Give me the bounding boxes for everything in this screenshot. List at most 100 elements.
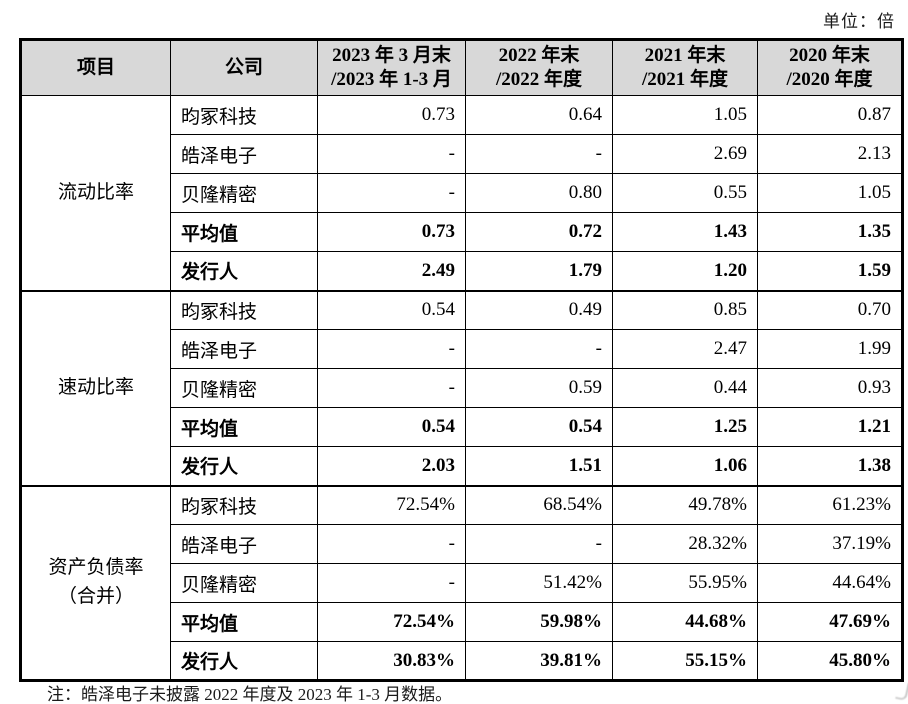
value-cell: 0.59 (465, 368, 613, 408)
value-cell: 0.54 (317, 289, 466, 330)
value-cell: - (317, 563, 466, 603)
value-cell: - (317, 329, 466, 369)
column-header-period-2023: 2023 年 3 月末 /2023 年 1-3 月 (317, 39, 466, 96)
value-cell: 0.64 (465, 95, 613, 135)
value-cell: 1.99 (757, 329, 903, 369)
value-cell: 51.42% (465, 563, 613, 603)
value-cell: 1.38 (757, 446, 903, 486)
column-header-period-2021: 2021 年末 /2021 年度 (612, 39, 758, 96)
value-cell: - (317, 173, 466, 213)
table-row: 贝隆精密 -51.42% 55.95% 44.64% (21, 563, 903, 603)
company-cell: 皓泽电子 (170, 134, 318, 174)
value-cell: 1.59 (757, 251, 903, 291)
company-cell: 贝隆精密 (170, 563, 318, 603)
value-cell: 0.87 (757, 95, 903, 135)
value-cell: 0.49 (465, 289, 613, 330)
value-cell: 44.68% (612, 602, 758, 642)
value-cell: 0.73 (317, 212, 466, 252)
value-cell: 68.54% (465, 484, 613, 525)
company-cell: 贝隆精密 (170, 368, 318, 408)
value-cell: 1.35 (757, 212, 903, 252)
value-cell: 1.43 (612, 212, 758, 252)
value-cell: 0.80 (465, 173, 613, 213)
value-cell: 2.69 (612, 134, 758, 174)
value-cell: 1.20 (612, 251, 758, 291)
company-cell: 皓泽电子 (170, 329, 318, 369)
value-cell: 72.54% (317, 602, 466, 642)
item-cell: 流动比率 (20, 95, 171, 291)
value-cell: 0.85 (612, 289, 758, 330)
company-cell: 昀冢科技 (170, 289, 318, 330)
company-cell: 昀冢科技 (170, 484, 318, 525)
table-row: 贝隆精密 -0.80 0.55 1.05 (21, 173, 903, 213)
table-body: 流动比率 昀冢科技 0.73 0.64 1.05 0.87 皓泽电子 - -2.69 2.13 贝隆… (20, 95, 903, 681)
value-cell: 1.51 (465, 446, 613, 486)
value-cell: 1.05 (612, 95, 758, 135)
value-cell: 1.06 (612, 446, 758, 486)
footnote: 注：皓泽电子未披露 2022 年度及 2023 年 1-3 月数据。 (47, 685, 453, 704)
company-cell: 贝隆精密 (170, 173, 318, 213)
value-cell: 0.54 (465, 407, 613, 447)
unit-label: 单位：倍 (823, 12, 895, 31)
value-cell: 28.32% (612, 524, 758, 564)
table-row: 平均值 0.54 0.54 1.25 1.21 (21, 407, 903, 447)
value-cell: - (317, 524, 466, 564)
value-cell: 47.69% (757, 602, 903, 642)
value-cell: 1.79 (465, 251, 613, 291)
value-cell: 49.78% (612, 484, 758, 525)
header-row: 项目 公司 2023 年 3 月末 /2023 年 1-3 月 2022 年末 … (20, 39, 903, 96)
value-cell: 2.47 (612, 329, 758, 369)
table-row: 皓泽电子 - -2.69 2.13 (21, 134, 903, 174)
value-cell: 1.25 (612, 407, 758, 447)
value-cell: 2.49 (317, 251, 466, 291)
value-cell: 45.80% (757, 641, 903, 681)
value-cell: 59.98% (465, 602, 613, 642)
table-row: 平均值 72.54% 59.98% 44.68% 47.69% (21, 602, 903, 642)
company-cell: 皓泽电子 (170, 524, 318, 564)
value-cell: - (465, 134, 613, 174)
column-header-period-2022: 2022 年末 /2022 年度 (465, 39, 613, 96)
table-row: 速动比率 昀冢科技 0.54 0.49 0.85 0.70 (20, 289, 903, 486)
table-row: 发行人 2.03 1.51 1.06 1.38 (21, 446, 903, 486)
table-row: 皓泽电子 - -2.47 1.99 (21, 329, 903, 369)
value-cell: 0.55 (612, 173, 758, 213)
value-cell: 0.73 (317, 95, 466, 135)
column-header-item: 项目 (20, 39, 171, 96)
table-row: 发行人 30.83% 39.81% 55.15% 45.80% (21, 641, 903, 681)
value-cell: 61.23% (757, 484, 903, 525)
table-row: 发行人 2.49 1.79 1.20 1.59 (21, 251, 903, 291)
company-cell: 发行人 (170, 641, 318, 681)
value-cell: 37.19% (757, 524, 903, 564)
value-cell: 1.21 (757, 407, 903, 447)
page-corner-artifact (895, 681, 908, 701)
financial-ratio-table: 项目 公司 2023 年 3 月末 /2023 年 1-3 月 2022 年末 … (19, 38, 904, 682)
company-cell: 平均值 (170, 602, 318, 642)
value-cell: - (465, 329, 613, 369)
value-cell: 0.93 (757, 368, 903, 408)
value-cell: - (317, 368, 466, 408)
table-row: 资产负债率 （合并） 昀冢科技 72.54% 68.54% 49.78% 61.23% (20, 484, 903, 681)
value-cell: 0.72 (465, 212, 613, 252)
value-cell: 1.05 (757, 173, 903, 213)
item-cell: 速动比率 (20, 289, 171, 486)
value-cell: 2.03 (317, 446, 466, 486)
company-cell: 平均值 (170, 407, 318, 447)
value-cell: 2.13 (757, 134, 903, 174)
value-cell: 44.64% (757, 563, 903, 603)
table-row: 平均值 0.73 0.72 1.43 1.35 (21, 212, 903, 252)
company-cell: 发行人 (170, 251, 318, 291)
value-cell: 0.54 (317, 407, 466, 447)
value-cell: 39.81% (465, 641, 613, 681)
item-cell: 资产负债率 （合并） (20, 484, 171, 681)
company-cell: 发行人 (170, 446, 318, 486)
value-cell: - (465, 524, 613, 564)
table-row: 流动比率 昀冢科技 0.73 0.64 1.05 0.87 (20, 95, 903, 291)
column-header-period-2020: 2020 年末 /2020 年度 (757, 39, 903, 96)
value-cell: - (317, 134, 466, 174)
table-row: 皓泽电子 - -28.32% 37.19% (21, 524, 903, 564)
value-cell: 55.95% (612, 563, 758, 603)
value-cell: 55.15% (612, 641, 758, 681)
company-cell: 平均值 (170, 212, 318, 252)
company-cell: 昀冢科技 (170, 95, 318, 135)
